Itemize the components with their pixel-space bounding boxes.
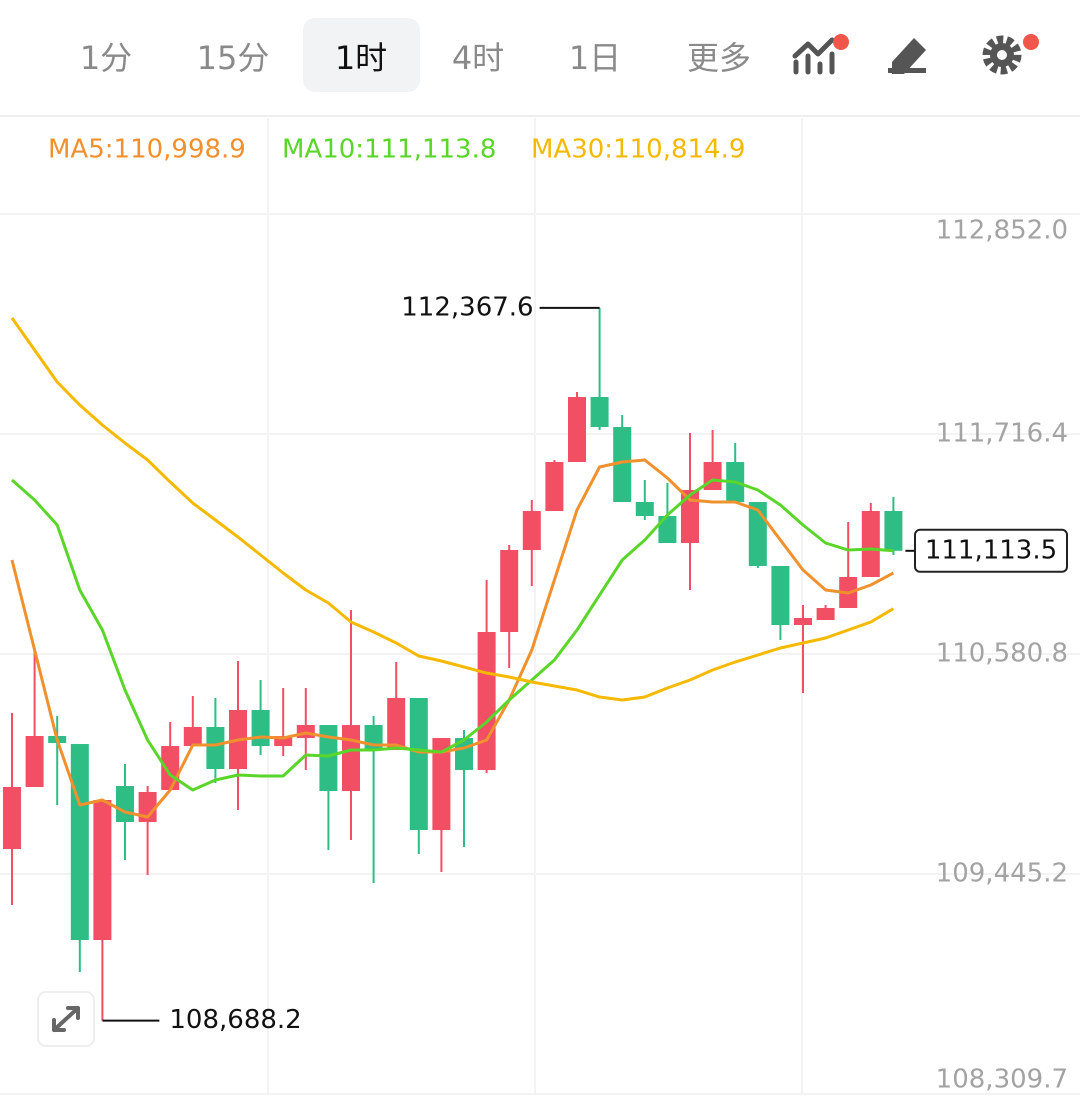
settings-icon[interactable] (982, 34, 1039, 75)
candle-body (387, 698, 406, 751)
draw-icon[interactable] (888, 38, 926, 74)
ma-line (11, 478, 894, 792)
tab[interactable]: 4时 (452, 39, 504, 77)
candle-body (3, 787, 21, 850)
legend-entry: MA10:111,113.8 (282, 135, 496, 165)
candle-body (296, 725, 315, 739)
candle-body (477, 632, 496, 771)
candle-body (432, 738, 451, 831)
candle-body (590, 397, 609, 428)
annotation-label: 108,688.2 (169, 1005, 301, 1035)
candle-body (522, 511, 541, 551)
candle-body (70, 744, 89, 941)
legend-entry: MA5:110,998.9 (48, 135, 246, 165)
tab[interactable]: 1日 (569, 39, 621, 77)
candle-body (771, 565, 790, 626)
y-tick-label: 109,445.2 (936, 859, 1068, 889)
candle-body (635, 502, 654, 517)
candle-body (658, 516, 677, 543)
candle-body (794, 618, 812, 626)
candle-body (274, 736, 293, 747)
candle-body (500, 550, 519, 633)
tab-active[interactable]: 1时 (335, 39, 387, 77)
candle-body (816, 607, 835, 621)
tab[interactable]: 1分 (80, 39, 132, 77)
candle-body (206, 727, 225, 770)
candle-body (409, 698, 428, 831)
candle-body (319, 725, 338, 792)
y-tick-label: 110,580.8 (936, 639, 1068, 669)
last-price-label: 111,113.5 (925, 535, 1057, 565)
candle-body (613, 427, 632, 503)
active-tab-background (303, 18, 420, 92)
y-tick-label: 111,716.4 (936, 419, 1068, 449)
plot: 108,309.7 109,445.2 110,580.8 111,716.4 112,… (0, 135, 1080, 1095)
candle-body (93, 800, 112, 941)
candle-body (183, 727, 202, 747)
candle-body (342, 725, 360, 792)
candle-body (861, 511, 880, 578)
legend-entry: MA30:110,814.9 (531, 135, 745, 165)
y-tick-label: 112,852.0 (936, 216, 1068, 246)
tab[interactable]: 15分 (197, 39, 270, 77)
expand-button[interactable] (37, 991, 95, 1047)
annotation-label: 112,367.6 (401, 292, 533, 322)
candle-body (545, 461, 564, 512)
ma-line (10, 458, 895, 819)
candle-body (25, 736, 44, 788)
candle-body (251, 710, 270, 747)
candle-body (568, 397, 586, 462)
last-price-box (914, 528, 1068, 573)
candle-body (116, 786, 134, 823)
y-tick-label: 108,309.7 (936, 1065, 1068, 1095)
indicator-icon[interactable] (792, 34, 849, 75)
tab[interactable]: 更多 (687, 39, 751, 77)
candle-body (884, 511, 903, 551)
ma-line (10, 317, 895, 702)
candle-body (681, 490, 699, 543)
